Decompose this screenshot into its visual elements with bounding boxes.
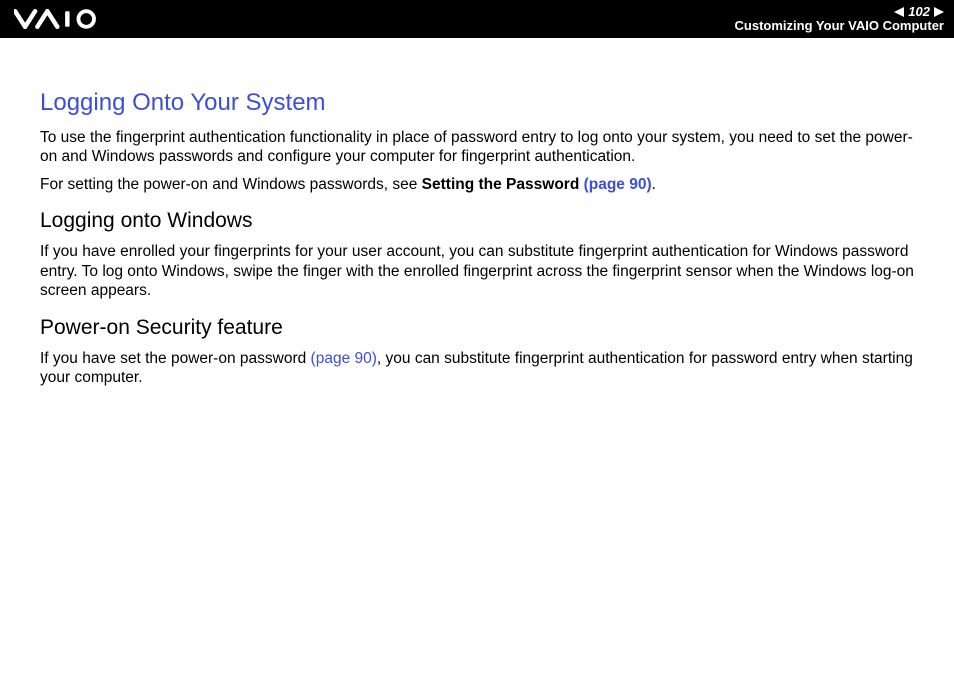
vaio-logo	[14, 0, 114, 38]
page-number: 102	[908, 5, 930, 19]
page-90-link[interactable]: (page 90)	[311, 350, 377, 367]
section2-prefix: If you have set the power-on password	[40, 350, 311, 367]
next-page-arrow-icon[interactable]	[934, 7, 944, 17]
setting-password-link[interactable]: (page 90)	[584, 176, 652, 193]
section-power-on-security-body: If you have set the power-on password (p…	[40, 349, 914, 388]
intro-p2-bold: Setting the Password (page 90)	[422, 176, 652, 193]
section-logging-onto-windows-body: If you have enrolled your fingerprints f…	[40, 242, 914, 300]
section-power-on-security-title: Power-on Security feature	[40, 315, 914, 341]
header-right: 102 Customizing Your VAIO Computer	[735, 5, 944, 34]
page-title: Logging Onto Your System	[40, 88, 914, 118]
prev-page-arrow-icon[interactable]	[894, 7, 904, 17]
chapter-title: Customizing Your VAIO Computer	[735, 19, 944, 33]
page-content: Logging Onto Your System To use the fing…	[0, 38, 954, 416]
intro-p2-suffix: .	[652, 176, 656, 193]
intro-paragraph-1: To use the fingerprint authentication fu…	[40, 128, 914, 167]
intro-p2-prefix: For setting the power-on and Windows pas…	[40, 176, 422, 193]
section-logging-onto-windows-title: Logging onto Windows	[40, 208, 914, 234]
page-navigation: 102	[894, 5, 944, 19]
intro-paragraph-2: For setting the power-on and Windows pas…	[40, 175, 914, 194]
page-header: 102 Customizing Your VAIO Computer	[0, 0, 954, 38]
intro-p2-bold-text: Setting the Password	[422, 176, 584, 193]
